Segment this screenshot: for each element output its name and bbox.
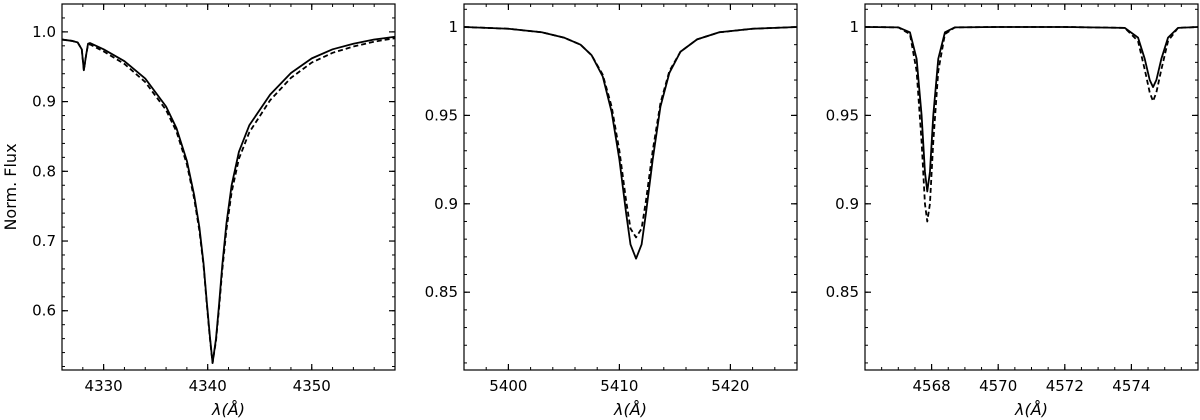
panel-2-axes-frame [463,3,798,371]
panel-3-series-solid [865,26,1198,193]
panel-3-x-tick-label: 4572 [1046,377,1084,395]
panel-1-x-axis-label: λ(Å) [211,400,245,419]
panel-3-series-dashed [865,26,1198,223]
panel-3-x-tick-label: 4568 [913,377,951,395]
panel-1-x-tick-label: 4330 [85,377,123,395]
panel-2: 5400 5410 5420 0.85 0.9 0.95 1 λ(Å) [425,3,798,419]
panel-1-y-tick-label: 1.0 [32,23,56,41]
panel-3-y-tick-label: 0.9 [835,195,859,213]
panel-3-x-tick-label: 4574 [1112,377,1150,395]
panel-2-y-tick-label: 0.9 [434,195,458,213]
panel-2-series-dashed [464,26,797,239]
panel-1-x-tick-label: 4350 [293,377,331,395]
panel-3-x-tick-label: 4570 [979,377,1017,395]
panel-1-y-axis-label: Norm. Flux [1,143,20,230]
panel-3-y-tick-label: 0.85 [826,283,859,301]
panel-1-axes-frame [61,3,396,371]
panel-2-y-tick-label: 0.95 [425,106,458,124]
panel-3-y-tick-label: 1 [849,18,859,36]
panel-1-series-solid [62,35,395,364]
panel-1-y-tick-label: 0.6 [32,302,56,320]
panel-1-x-tick-label: 4340 [189,377,227,395]
panel-1-y-tick-label: 0.7 [32,232,56,250]
panel-3-y-tick-label: 0.95 [826,106,859,124]
panel-1-y-tick-label: 0.8 [32,162,56,180]
panel-3: 4568 4570 4572 4574 0.85 0.9 0.95 1 λ(Å) [826,3,1199,419]
panel-2-y-tick-label: 1 [448,18,458,36]
panel-1: 4330 4340 4350 0.6 0.7 0.8 0.9 1.0 λ(Å) Norm. Flu… [1,3,396,419]
panel-2-x-tick-label: 5420 [711,377,749,395]
panel-1-series-dashed [62,37,395,364]
panel-1-y-tick-label: 0.9 [32,93,56,111]
panel-2-x-tick-label: 5400 [489,377,527,395]
panel-2-x-axis-label: λ(Å) [613,400,647,419]
panel-2-y-tick-label: 0.85 [425,283,458,301]
panel-3-x-axis-label: λ(Å) [1014,400,1048,419]
panel-2-series-solid [464,26,797,260]
panel-2-x-tick-label: 5410 [600,377,638,395]
